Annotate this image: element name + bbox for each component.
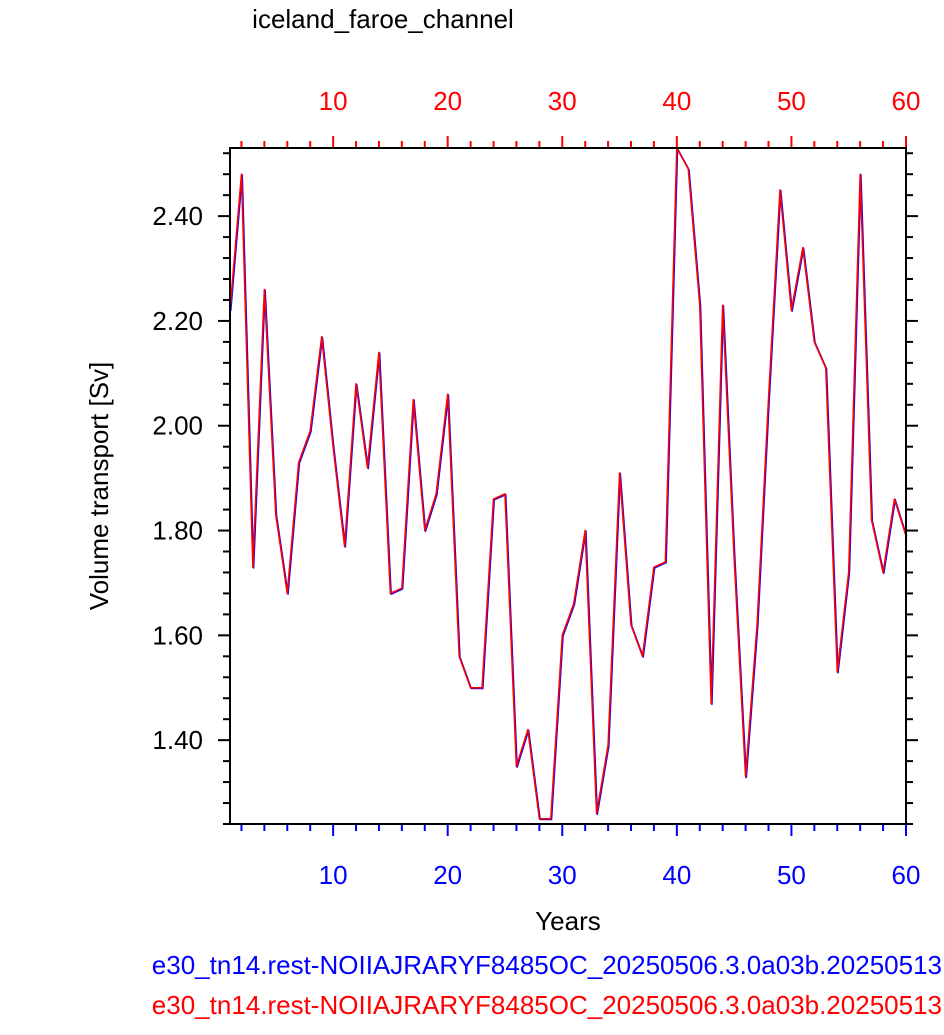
series-line-1 <box>229 147 908 821</box>
bottom-x-tick-label: 20 <box>433 860 462 890</box>
bottom-x-tick-label: 10 <box>319 860 348 890</box>
top-x-tick-label: 40 <box>662 86 691 116</box>
chart-title: iceland_faroe_channel <box>252 4 514 34</box>
series-line-2 <box>229 147 907 820</box>
x-axis-label: Years <box>535 906 601 936</box>
left-y-axis: 1.40 1.60 1.80 2.00 2.20 2.40 <box>152 152 230 825</box>
y-tick-label: 1.80 <box>152 516 203 546</box>
legend-entry-red: e30_tn14.rest-NOIIAJRARYF8485OC_20250506… <box>151 990 942 1020</box>
y-tick-label: 2.20 <box>152 306 203 336</box>
bottom-x-tick-label: 30 <box>548 860 577 890</box>
bottom-x-tick-label: 40 <box>662 860 691 890</box>
y-tick-label: 2.00 <box>152 411 203 441</box>
y-tick-label: 1.40 <box>152 725 203 755</box>
top-x-tick-label: 50 <box>777 86 806 116</box>
right-y-axis <box>906 152 918 825</box>
y-tick-label: 1.60 <box>152 620 203 650</box>
top-x-tick-label: 30 <box>548 86 577 116</box>
bottom-x-axis: 10 20 30 40 50 60 <box>240 824 921 890</box>
top-x-tick-label: 60 <box>892 86 921 116</box>
top-x-axis: 10 20 30 40 50 60 <box>240 86 921 148</box>
top-x-tick-label: 10 <box>319 86 348 116</box>
bottom-x-tick-label: 50 <box>777 860 806 890</box>
y-axis-label: Volume transport [Sv] <box>84 362 114 611</box>
plot-frame <box>229 147 907 825</box>
legend-entry-blue: e30_tn14.rest-NOIIAJRARYF8485OC_20250506… <box>151 950 942 980</box>
y-tick-label: 2.40 <box>152 201 203 231</box>
bottom-x-tick-label: 60 <box>892 860 921 890</box>
top-x-tick-label: 20 <box>433 86 462 116</box>
series-layer <box>229 147 908 821</box>
